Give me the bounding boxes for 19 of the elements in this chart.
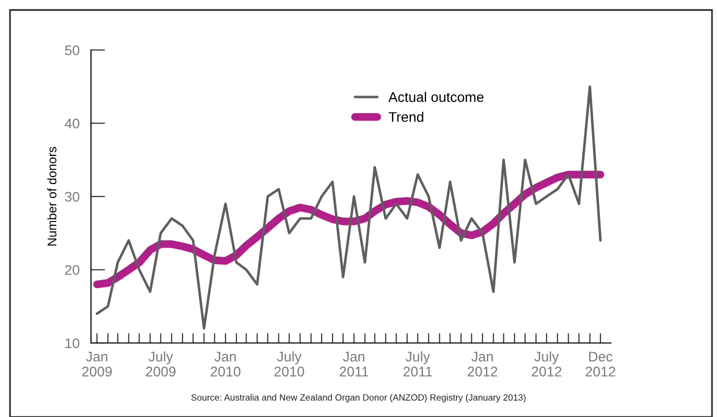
x-tick-label: Jan 2011 <box>340 352 368 376</box>
y-tick-label: 50 <box>64 45 80 56</box>
y-tick-label: 30 <box>64 192 80 202</box>
y-tick-label: 20 <box>65 265 80 275</box>
x-tick-label: Dec 2012 <box>586 352 616 376</box>
legend-label: Actual outcome <box>388 92 484 102</box>
x-tick-label: Jan 2012 <box>468 352 498 376</box>
source-note: Source: Australia and New Zealand Organ Donor (ANZOD) Registry (January 2013) <box>191 394 526 402</box>
y-tick-label: 40 <box>64 118 80 128</box>
y-axis-title: Number of donors <box>47 146 56 246</box>
x-tick-label: July 2012 <box>532 351 562 376</box>
x-tick-label: July 2011 <box>403 351 432 376</box>
y-tick-label: 10 <box>66 338 80 348</box>
x-tick-label: July 2009 <box>146 351 176 376</box>
line-series <box>96 85 602 330</box>
legend-label: Trend <box>388 112 424 122</box>
x-tick-label: July 2010 <box>274 351 304 376</box>
x-tick-label: Jan 2009 <box>82 352 112 376</box>
x-tick-label: Jan 2010 <box>210 352 240 376</box>
